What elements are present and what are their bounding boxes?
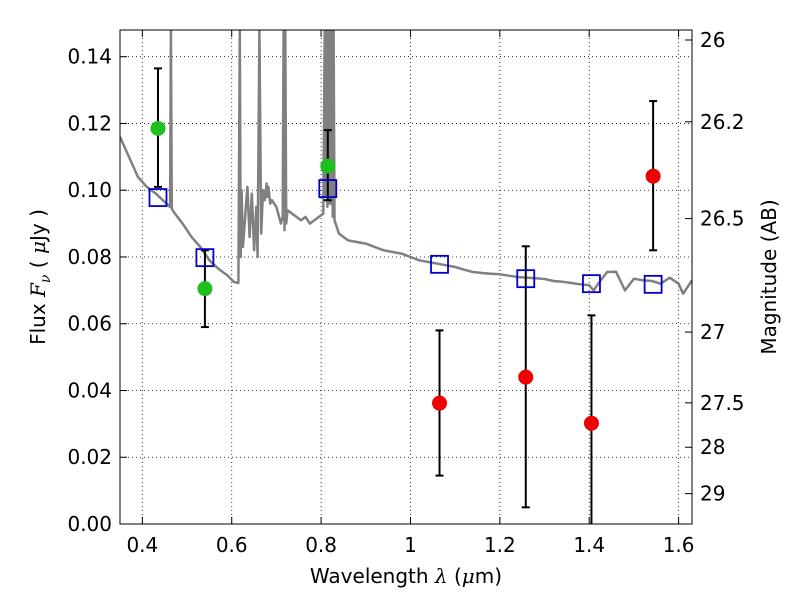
model-point <box>430 254 449 274</box>
x-axis-label: Wavelength λ (μm) <box>310 564 502 588</box>
model-point <box>582 274 601 294</box>
y-tick-label: 0.04 <box>67 378 112 402</box>
data-point <box>197 281 213 297</box>
y2-tick-label: 28 <box>700 435 725 459</box>
data-point <box>645 168 661 184</box>
model-point <box>148 188 168 207</box>
y-tick-label: 0.00 <box>67 512 112 536</box>
model-spectrum <box>120 30 692 295</box>
x-tick-label: 0.8 <box>305 533 337 557</box>
model-point <box>318 179 338 198</box>
axis-ticks: 0.4 0.6 0.8 1 1.2 1.4 1.6 0.00 0.02 0.04 0.06 0.08 0… <box>67 28 744 557</box>
y2-tick-label: 27 <box>700 320 725 344</box>
y-tick-label: 0.14 <box>67 45 112 69</box>
y-tick-label: 0.02 <box>67 445 112 469</box>
y2-tick-label: 26 <box>700 28 725 52</box>
y-tick-label: 0.12 <box>67 111 112 135</box>
data-points <box>148 120 663 431</box>
model-point <box>516 269 536 289</box>
y2-tick-label: 26.2 <box>700 110 745 134</box>
y-tick-label: 0.08 <box>67 245 112 269</box>
x-tick-label: 1 <box>404 533 417 557</box>
data-point <box>583 415 599 431</box>
plot-frame <box>119 29 693 525</box>
y2-tick-label: 26.5 <box>700 207 745 231</box>
y2-axis-label: Magnitude (AB) <box>757 199 781 354</box>
y2-tick-label: 27.5 <box>700 391 745 415</box>
x-tick-label: 0.6 <box>216 533 248 557</box>
y2-tick-label: 29 <box>700 482 725 506</box>
data-point <box>432 395 448 411</box>
data-point <box>320 158 336 174</box>
model-point <box>195 248 215 268</box>
y-axis-label: Flux Fν ( μJy ) <box>26 209 54 345</box>
model-point <box>643 274 663 294</box>
spectrum-line <box>120 30 692 295</box>
x-tick-label: 0.4 <box>126 533 158 557</box>
x-tick-label: 1.2 <box>484 533 516 557</box>
x-tick-label: 1.4 <box>573 533 605 557</box>
y-tick-label: 0.10 <box>67 178 112 202</box>
x-tick-label: 1.6 <box>663 533 695 557</box>
y-tick-label: 0.06 <box>67 312 112 336</box>
data-point <box>518 369 534 385</box>
data-point <box>150 120 166 136</box>
